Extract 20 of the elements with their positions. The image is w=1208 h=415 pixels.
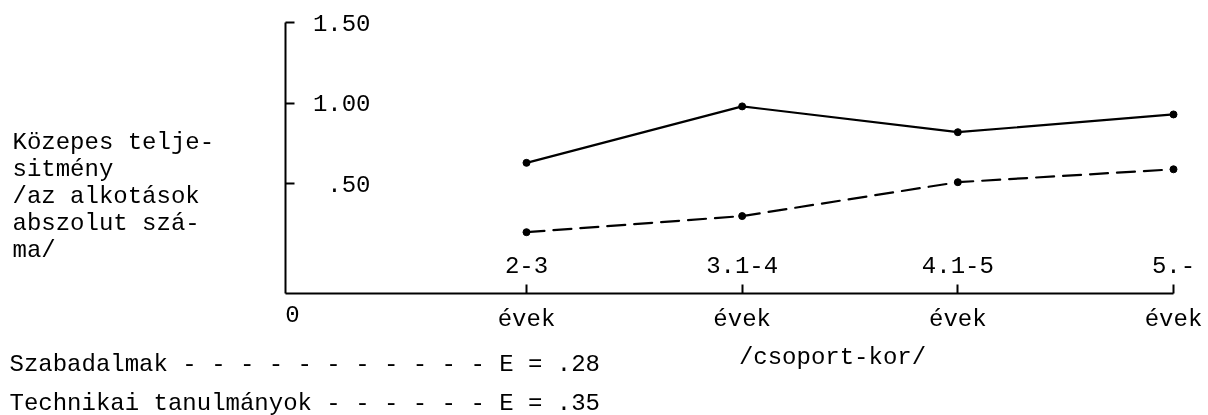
- point: [738, 212, 747, 221]
- text: Technikai tanulmányok - - - - - - E = .35: [9, 390, 600, 415]
- point: [1169, 165, 1178, 174]
- y-tick-label: 1.00: [312, 91, 371, 119]
- point: [738, 102, 747, 111]
- point: [522, 158, 531, 167]
- text: 0: [285, 301, 300, 329]
- point: [953, 178, 962, 187]
- category-label: 2-3 évek: [497, 252, 556, 333]
- y-axis-title: Közepes telje- sitmény /az alkotások abszolut szá- ma/: [12, 128, 215, 264]
- category-label: 5.- évek: [1144, 252, 1203, 333]
- x-axis-title: /csoport-kor/: [738, 344, 927, 371]
- category-label: 4.1-5 évek: [921, 252, 994, 333]
- y-tick-label: .50: [327, 171, 371, 199]
- category-label: 3.1-4 évek: [706, 252, 779, 333]
- point: [522, 228, 531, 237]
- text: Szabadalmak - - - - - - - - - - - E = .28: [9, 351, 600, 378]
- point: [1169, 110, 1178, 119]
- y-tick-label: 1.50: [312, 10, 371, 38]
- point: [953, 128, 962, 137]
